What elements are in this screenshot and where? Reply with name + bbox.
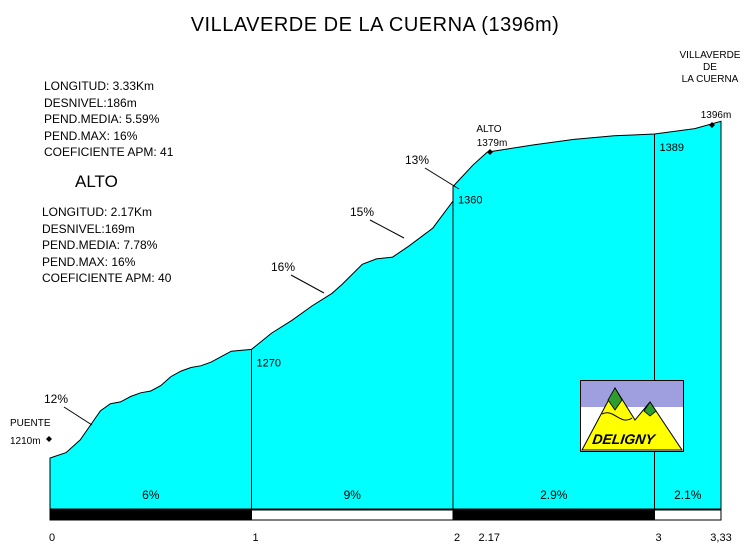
point-marker-summit [709, 122, 715, 128]
point-name-alto: ALTO [476, 124, 501, 135]
distance-bar-segment [49, 509, 252, 521]
distance-tick-label: 3 [655, 532, 661, 544]
segment-slope-label: 9% [344, 488, 362, 502]
stat-length: LONGITUD: 3.33Km [44, 79, 155, 93]
point-name-summit-line: VILLAVERDE [680, 50, 741, 61]
km-marker-altitude: 1360 [458, 195, 482, 207]
stat-average-gradient: PEND.MEDIA: 5.59% [44, 112, 160, 126]
max-slope-label: 13% [405, 153, 429, 167]
max-slope-leader [290, 274, 325, 294]
distance-tick-label: 0 [49, 532, 55, 544]
segment-slope-label: 2.1% [674, 488, 702, 502]
point-name-start: PUENTE [10, 418, 51, 429]
distance-tick-label: 1 [252, 532, 258, 544]
max-slope-leader [424, 167, 460, 190]
logo-lettering: DELIGNY [592, 431, 658, 447]
max-slope-label: 15% [350, 205, 374, 219]
point-altitude-alto: 1379m [477, 138, 508, 149]
segment-slope-label: 6% [142, 488, 160, 502]
max-slope-label: 16% [271, 260, 295, 274]
distance-bar-segment [452, 509, 655, 521]
deligny-logo: DELIGNY [580, 380, 684, 452]
stat-apm-coefficient: COEFICIENTE APM: 40 [42, 271, 172, 285]
chart-title: VILLAVERDE DE LA CUERNA (1396m) [190, 14, 560, 36]
stat-length: LONGITUD: 2.17Km [42, 205, 153, 219]
climb-total-stats: LONGITUD: 3.33Km DESNIVEL:186m PEND.MEDI… [44, 78, 173, 161]
stat-elevation-gain: DESNIVEL:186m [44, 95, 137, 110]
stat-max-gradient: PEND.MAX: 16% [44, 128, 138, 143]
max-slope-label: 12% [44, 392, 68, 406]
distance-tick-label: 2.17 [479, 532, 500, 544]
max-slope-leader [63, 406, 93, 426]
distance-tick-label: 2 [454, 532, 460, 544]
point-name-summit-line: LA CUERNA [682, 74, 739, 85]
max-slope-leader [369, 219, 405, 239]
stat-average-gradient: PEND.MEDIA: 7.78% [42, 238, 158, 252]
km-marker-altitude: 1389 [660, 142, 684, 154]
stat-apm-coefficient: COEFICIENTE APM: 41 [44, 145, 174, 159]
point-altitude-summit: 1396m [701, 110, 732, 121]
point-altitude-start: 1210m [10, 436, 41, 447]
stat-elevation-gain: DESNIVEL:169m [42, 221, 135, 236]
stat-max-gradient: PEND.MAX: 16% [42, 254, 136, 269]
point-marker-start [46, 436, 52, 442]
km-marker-altitude: 1270 [257, 357, 281, 369]
climb-alto-stats: LONGITUD: 2.17Km DESNIVEL:169m PEND.MEDI… [42, 204, 171, 287]
point-name-summit-line: DE [703, 62, 717, 73]
distance-bar-segment [654, 509, 722, 521]
alto-heading: ALTO [75, 172, 118, 191]
distance-tick-label: 3,33 [710, 532, 731, 544]
distance-bar-segment [251, 509, 454, 521]
point-marker-alto [487, 149, 493, 155]
segment-slope-label: 2.9% [540, 488, 568, 502]
profile-area [49, 120, 722, 510]
